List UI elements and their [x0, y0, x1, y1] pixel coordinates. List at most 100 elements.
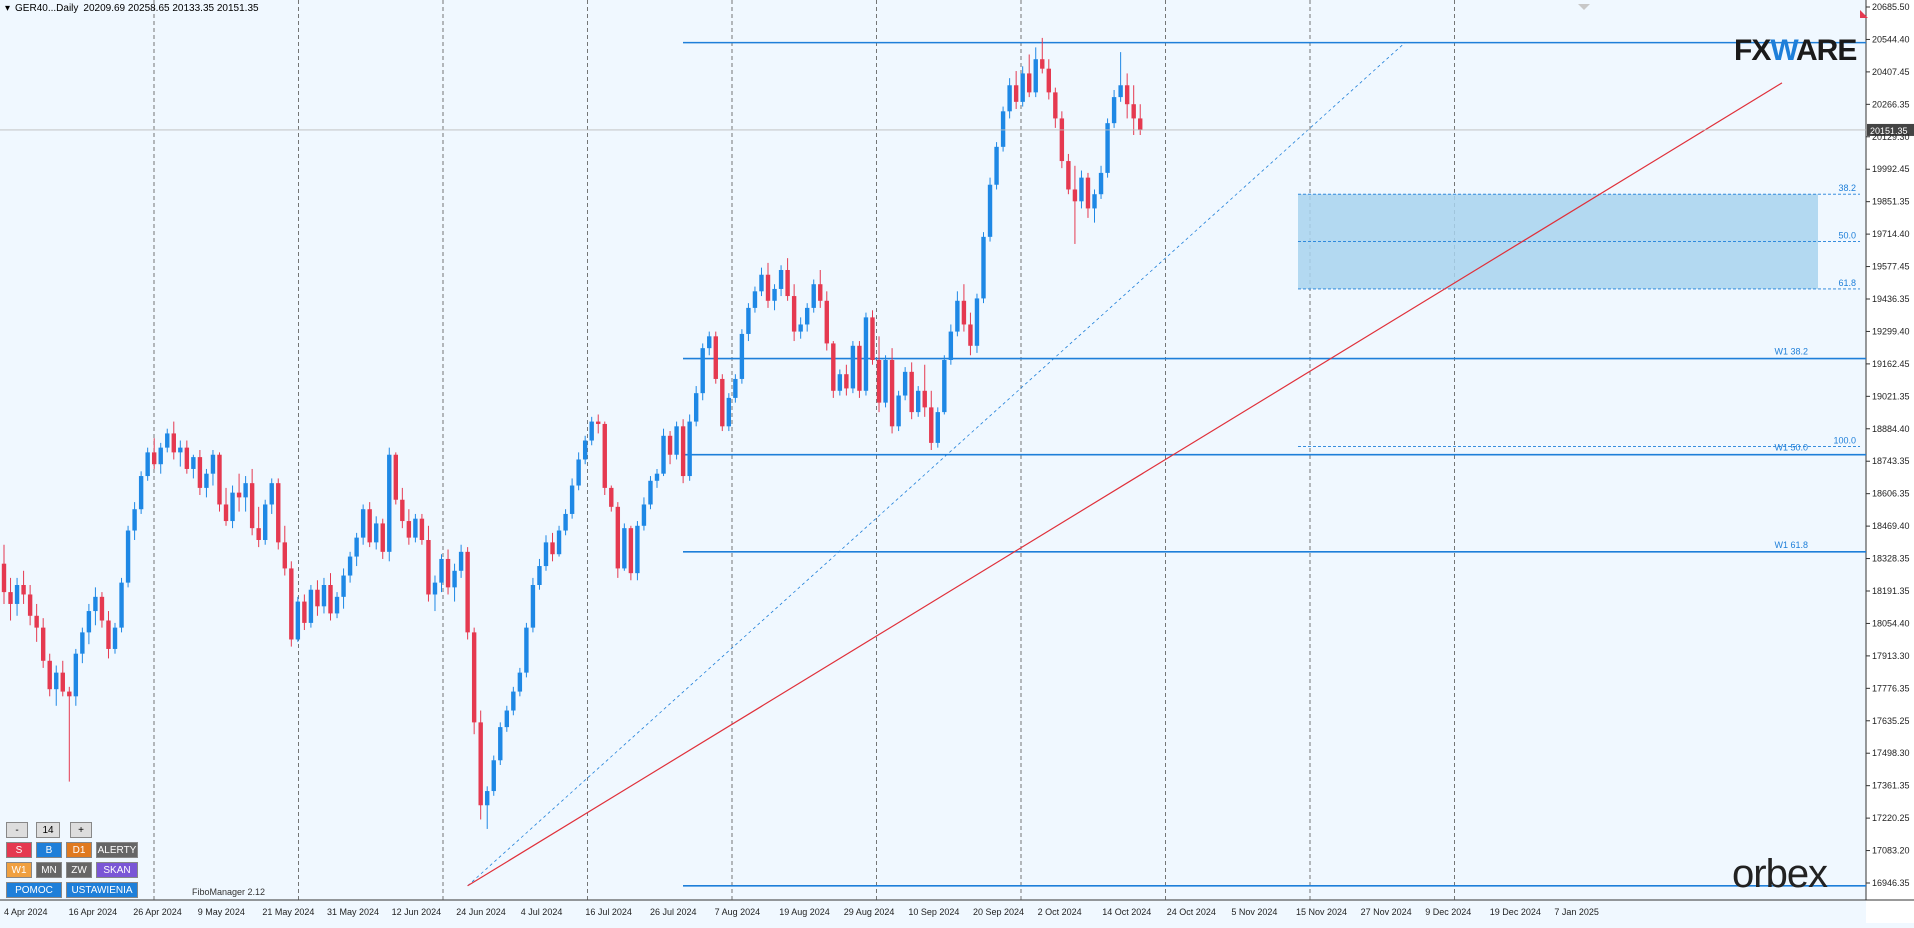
candle-body[interactable]	[726, 397, 732, 427]
candle-body[interactable]	[778, 270, 784, 289]
candle-body[interactable]	[811, 284, 816, 308]
candle-body[interactable]	[458, 551, 464, 571]
trendline[interactable]	[467, 82, 1783, 887]
candle-body[interactable]	[628, 528, 634, 574]
candle-body[interactable]	[824, 300, 829, 344]
candle-body[interactable]	[707, 336, 712, 349]
candle-body[interactable]	[791, 296, 797, 332]
candle-body[interactable]	[772, 288, 777, 301]
candle-body[interactable]	[916, 390, 921, 413]
candle-body[interactable]	[119, 582, 124, 628]
candle-body[interactable]	[498, 727, 503, 761]
candle-body[interactable]	[524, 627, 529, 673]
candle-body[interactable]	[831, 343, 836, 391]
candle-body[interactable]	[700, 348, 705, 394]
candle-body[interactable]	[818, 284, 823, 301]
candle-body[interactable]	[661, 435, 666, 474]
candle-body[interactable]	[889, 360, 895, 427]
scroll-marker-icon[interactable]	[1578, 4, 1590, 10]
candle-body[interactable]	[14, 585, 20, 604]
candle-body[interactable]	[243, 483, 248, 498]
candle-body[interactable]	[981, 236, 986, 299]
candle-body[interactable]	[667, 435, 673, 455]
candle-body[interactable]	[987, 184, 993, 237]
candle-body[interactable]	[21, 585, 26, 595]
candle-body[interactable]	[622, 528, 627, 569]
candle-body[interactable]	[47, 660, 52, 690]
candle-body[interactable]	[896, 395, 901, 427]
candle-body[interactable]	[641, 504, 647, 526]
candle-body[interactable]	[543, 542, 549, 567]
candle-body[interactable]	[8, 592, 13, 604]
candle-body[interactable]	[360, 509, 366, 538]
candle-body[interactable]	[563, 513, 568, 531]
candle-body[interactable]	[556, 530, 562, 555]
candle-body[interactable]	[850, 345, 856, 389]
candle-body[interactable]	[909, 371, 914, 413]
candle-body[interactable]	[1098, 172, 1104, 195]
chart-shift-icon[interactable]	[1860, 10, 1868, 18]
candle-body[interactable]	[374, 523, 379, 543]
candle-body[interactable]	[1013, 85, 1019, 102]
candle-body[interactable]	[746, 307, 751, 334]
candle-body[interactable]	[602, 423, 607, 488]
candle-body[interactable]	[1046, 68, 1051, 93]
candle-body[interactable]	[276, 483, 281, 543]
period-value[interactable]: 14	[36, 822, 60, 838]
candle-body[interactable]	[1131, 104, 1136, 119]
candle-body[interactable]	[1053, 92, 1058, 119]
candle-body[interactable]	[112, 627, 118, 649]
candle-body[interactable]	[445, 558, 451, 588]
candle-body[interactable]	[752, 291, 758, 308]
candle-body[interactable]	[948, 331, 954, 360]
candle-body[interactable]	[400, 499, 405, 522]
candle-body[interactable]	[413, 518, 418, 538]
candle-body[interactable]	[491, 760, 496, 792]
candle-body[interactable]	[145, 452, 150, 477]
candle-body[interactable]	[837, 374, 843, 391]
candle-body[interactable]	[929, 407, 934, 443]
period-increase-button[interactable]: +	[70, 822, 92, 838]
candle-body[interactable]	[138, 476, 144, 510]
candle-body[interactable]	[1, 563, 7, 593]
candle-body[interactable]	[1079, 177, 1084, 202]
candle-body[interactable]	[994, 146, 999, 185]
candle-body[interactable]	[942, 360, 947, 413]
candle-body[interactable]	[223, 504, 229, 522]
candle-body[interactable]	[1033, 59, 1038, 93]
candle-body[interactable]	[537, 566, 542, 585]
candle-body[interactable]	[387, 454, 392, 552]
candle-body[interactable]	[1027, 73, 1032, 93]
candle-body[interactable]	[1007, 85, 1012, 112]
candle-body[interactable]	[471, 632, 477, 723]
candle-body[interactable]	[439, 558, 444, 583]
help-button[interactable]: POMOC	[6, 882, 62, 898]
candle-body[interactable]	[1040, 59, 1045, 69]
candle-body[interactable]	[804, 307, 810, 325]
candle-body[interactable]	[40, 627, 46, 661]
candle-body[interactable]	[367, 509, 372, 543]
candle-body[interactable]	[380, 523, 385, 552]
candle-body[interactable]	[883, 360, 888, 403]
period-decrease-button[interactable]: -	[6, 822, 28, 838]
candle-body[interactable]	[354, 537, 359, 557]
candle-body[interactable]	[974, 298, 980, 346]
scan-button[interactable]: SKAN	[96, 862, 138, 878]
alerts-button[interactable]: ALERTY	[96, 842, 138, 858]
candle-body[interactable]	[125, 530, 131, 583]
candle-body[interactable]	[452, 570, 457, 588]
channel-line[interactable]	[467, 42, 1406, 887]
candle-body[interactable]	[106, 620, 111, 649]
candle-body[interactable]	[93, 596, 98, 612]
candle-body[interactable]	[1124, 85, 1130, 105]
candle-body[interactable]	[1118, 85, 1123, 98]
candle-body[interactable]	[289, 568, 294, 640]
candle-body[interactable]	[1092, 194, 1097, 209]
candle-body[interactable]	[713, 336, 718, 379]
candle-body[interactable]	[34, 615, 39, 628]
candle-body[interactable]	[615, 506, 621, 569]
candle-body[interactable]	[530, 585, 536, 628]
candle-body[interactable]	[955, 300, 960, 332]
sell-button[interactable]: S	[6, 842, 32, 858]
candle-body[interactable]	[67, 691, 72, 697]
